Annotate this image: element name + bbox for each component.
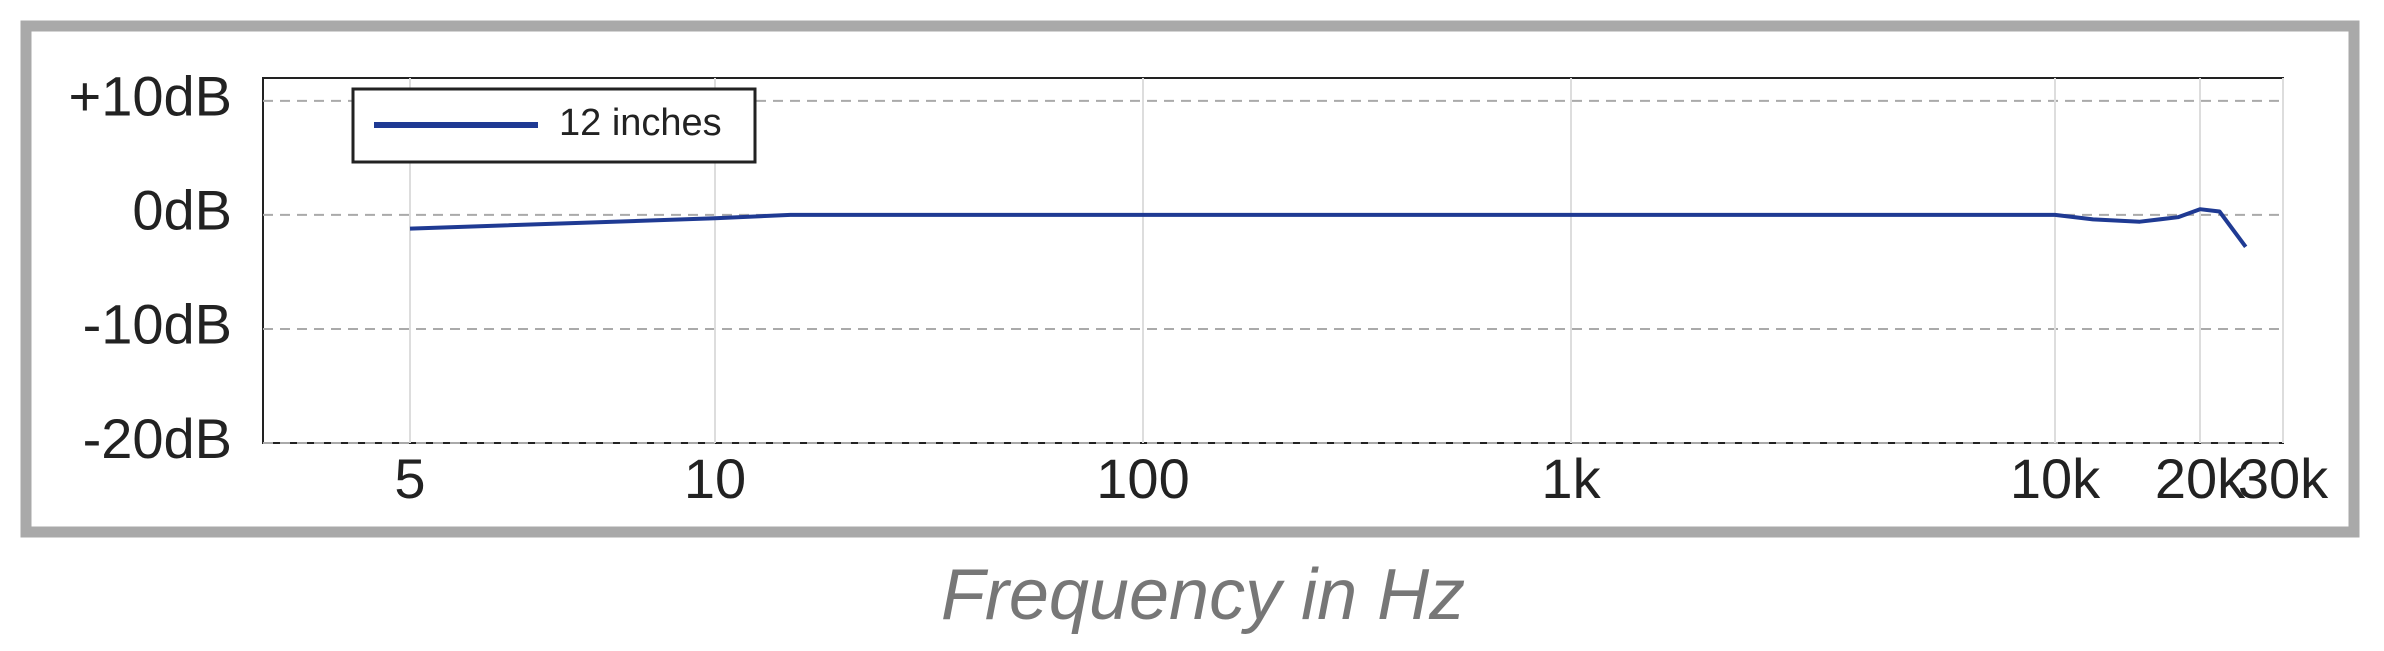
x-axis-title: Frequency in Hz <box>941 555 1465 635</box>
y-tick-label: -10dB <box>83 293 232 356</box>
y-tick-label: +10dB <box>69 65 233 128</box>
x-tick-label: 1k <box>1541 447 1601 510</box>
x-tick-label: 30k <box>2238 447 2329 510</box>
x-tick-label: 20k <box>2155 447 2246 510</box>
legend-label: 12 inches <box>559 102 722 144</box>
series-line <box>409 207 2248 248</box>
frame <box>20 20 2360 538</box>
x-tick-label: 10 <box>684 447 746 510</box>
y-tick-label: 0dB <box>132 179 232 242</box>
y-tick-label: -20dB <box>83 407 232 470</box>
x-tick-label: 100 <box>1096 447 1189 510</box>
x-tick-label: 5 <box>394 447 425 510</box>
x-tick-label: 10k <box>2010 447 2101 510</box>
